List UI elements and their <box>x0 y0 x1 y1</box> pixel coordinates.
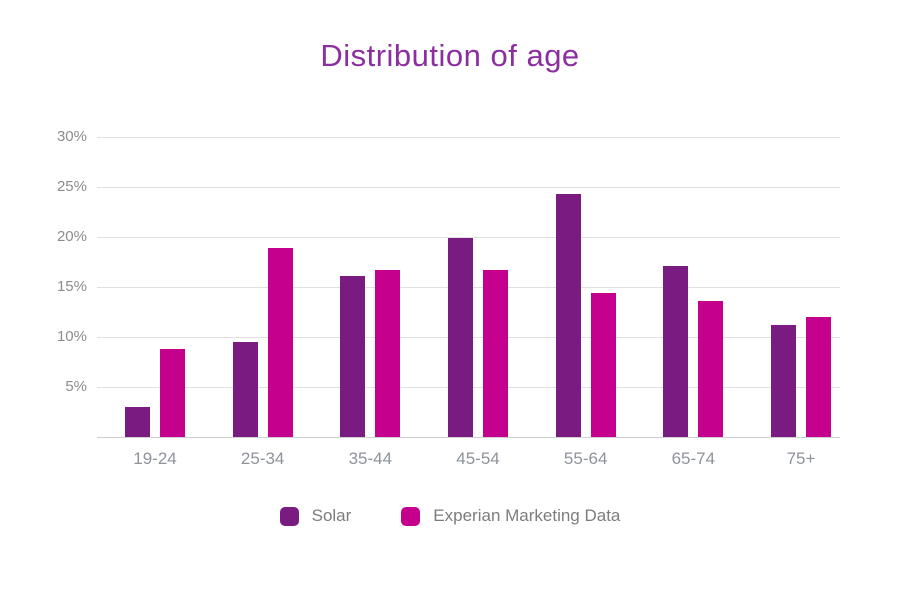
bar-experian-marketing-data-35-44[interactable] <box>375 270 401 437</box>
bar-experian-marketing-data-19-24[interactable] <box>160 349 185 437</box>
legend-item-experian-marketing-data[interactable]: Experian Marketing Data <box>401 506 620 526</box>
y-tick-label: 5% <box>65 378 87 395</box>
x-tick-label-25-34: 25-34 <box>240 449 285 468</box>
bar-solar-65-74[interactable] <box>663 266 689 437</box>
legend-label-experian-marketing-data: Experian Marketing Data <box>433 506 621 525</box>
legend: Solar Experian Marketing Data <box>0 506 900 526</box>
bar-solar-19-24[interactable] <box>125 407 150 437</box>
legend-label-solar: Solar <box>311 506 352 525</box>
plot-area: 30% 25% 20% 15% 10% 5% 19-24 25-34 35-44 45-54 55-… <box>57 128 840 468</box>
x-tick-label-65-74: 65-74 <box>671 449 716 468</box>
x-axis-line <box>97 437 840 438</box>
bar-solar-25-34[interactable] <box>232 342 258 437</box>
x-tick-label-75+: 75+ <box>786 449 816 468</box>
x-tick-label-19-24: 19-24 <box>133 449 177 468</box>
chart-title: Distribution of age <box>320 38 580 73</box>
gridline-25 <box>97 187 840 188</box>
y-tick-label: 25% <box>56 178 87 195</box>
bar-solar-45-54[interactable] <box>448 238 473 437</box>
bar-solar-35-44[interactable] <box>340 276 366 437</box>
legend-item-solar[interactable]: Solar <box>279 506 352 526</box>
bar-experian-marketing-data-25-34[interactable] <box>267 248 293 437</box>
y-tick-label: 15% <box>56 278 87 295</box>
y-tick-label: 30% <box>56 128 87 145</box>
bar-solar-55-64[interactable] <box>555 194 581 437</box>
legend-swatch-experian-marketing-data <box>401 506 421 526</box>
y-tick-label: 20% <box>56 228 87 245</box>
x-tick-label-45-54: 45-54 <box>456 449 500 468</box>
bar-experian-marketing-data-45-54[interactable] <box>483 270 508 437</box>
legend-swatch-solar <box>279 506 299 526</box>
gridline-20 <box>97 237 840 238</box>
gridline-30 <box>97 137 840 138</box>
bar-experian-marketing-data-55-64[interactable] <box>590 293 616 437</box>
x-tick-label-55-64: 55-64 <box>563 449 608 468</box>
bar-experian-marketing-data-65-74[interactable] <box>698 301 724 437</box>
bar-experian-marketing-data-75+[interactable] <box>806 317 832 437</box>
bar-solar-75+[interactable] <box>771 325 797 437</box>
y-tick-label: 10% <box>56 328 87 345</box>
x-tick-label-35-44: 35-44 <box>348 449 393 468</box>
